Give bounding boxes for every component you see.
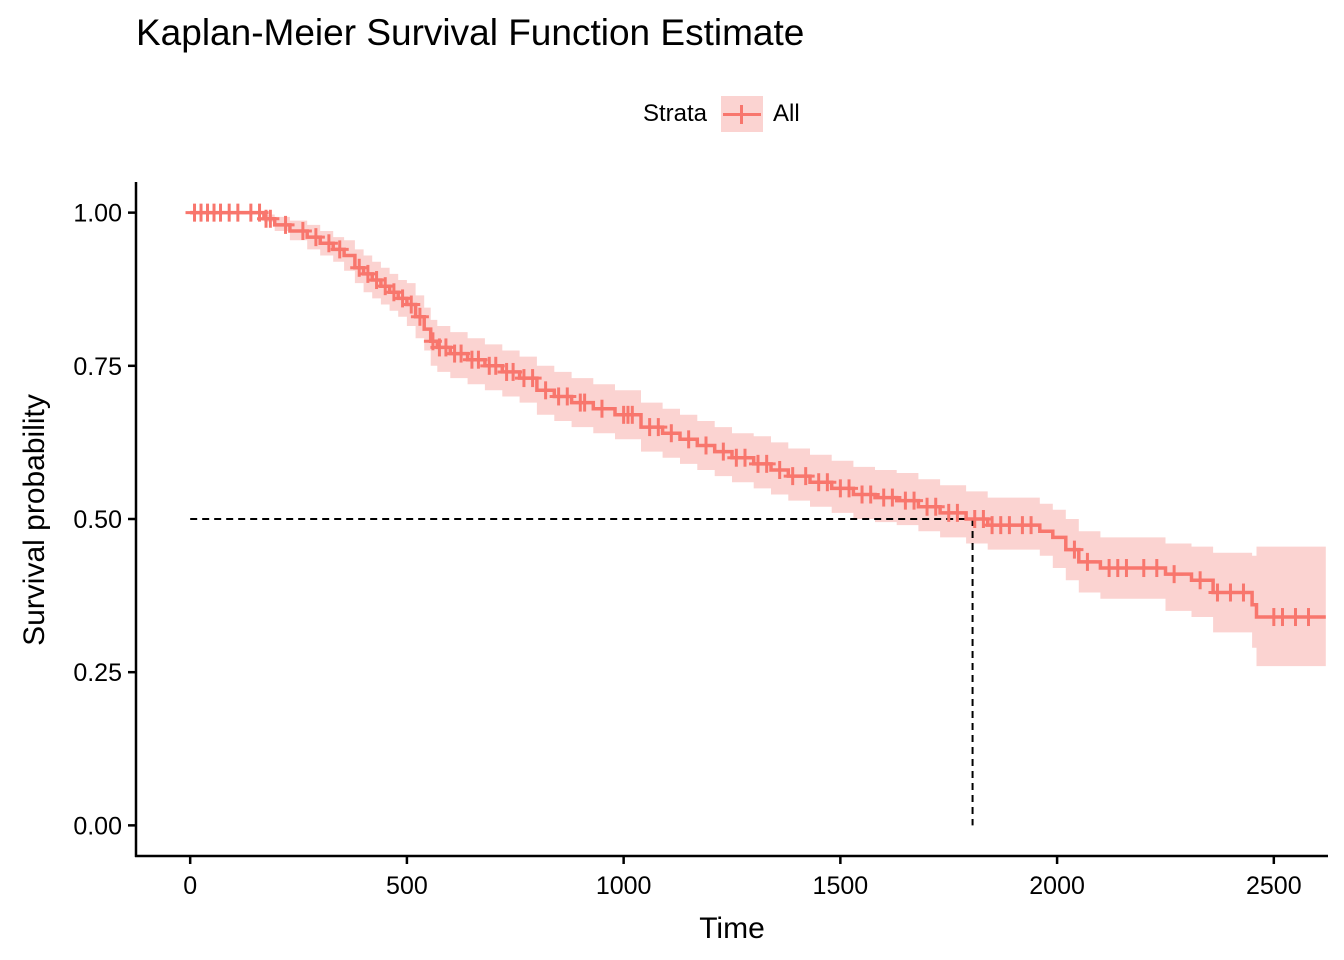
censor-mark (818, 473, 837, 492)
censor-mark (1117, 559, 1136, 578)
censor-mark (469, 350, 488, 369)
censor-mark (679, 430, 698, 449)
censor-mark (1299, 608, 1318, 627)
censor-mark (1191, 571, 1210, 590)
censor-mark (592, 399, 611, 418)
censor-mark (926, 497, 945, 516)
censor-mark (883, 488, 902, 507)
censor-mark (1147, 559, 1166, 578)
confidence-band (190, 212, 1326, 667)
censor-mark (523, 369, 542, 388)
y-axis-label: Survival probability (18, 394, 51, 646)
censor-mark (796, 467, 815, 486)
censor-mark (714, 442, 733, 461)
censor-mark (1165, 565, 1184, 584)
censor-mark (452, 344, 471, 363)
censor-mark (558, 387, 577, 406)
censor-mark (770, 460, 789, 479)
legend: Strata All (643, 96, 800, 132)
censor-mark (276, 215, 295, 234)
censor-mark (261, 209, 280, 228)
censor-mark (293, 222, 312, 241)
censor-mark (306, 228, 325, 247)
censor-mark (575, 393, 594, 412)
x-tick-label: 0 (183, 872, 197, 900)
censor-mark (410, 307, 429, 326)
censor-mark (649, 418, 668, 437)
x-axis-label: Time (699, 912, 765, 945)
censor-mark (905, 491, 924, 510)
y-tick-label: 1.00 (73, 200, 122, 228)
censor-mark (504, 362, 523, 381)
censor-mark (623, 405, 642, 424)
legend-label-all: All (773, 100, 800, 127)
censor-mark (1078, 552, 1097, 571)
legend-title: Strata (643, 100, 708, 127)
x-tick-label: 1000 (596, 872, 652, 900)
chart-title: Kaplan-Meier Survival Function Estimate (136, 12, 805, 53)
censor-mark (1022, 516, 1041, 535)
censor-mark (757, 454, 776, 473)
censor-mark (840, 479, 859, 498)
censor-mark (402, 295, 421, 314)
x-tick-label: 2000 (1029, 872, 1085, 900)
censor-mark (696, 436, 715, 455)
censor-mark (948, 503, 967, 522)
x-tick-label: 500 (386, 872, 428, 900)
x-tick-label: 2500 (1246, 872, 1302, 900)
y-tick-label: 0.25 (73, 659, 122, 687)
censor-mark (536, 381, 555, 400)
legend-key-all (721, 96, 764, 132)
y-tick-label: 0.00 (73, 812, 122, 840)
censor-mark (662, 424, 681, 443)
y-tick-label: 0.75 (73, 353, 122, 381)
censor-mark (1065, 540, 1084, 559)
censor-mark (1234, 583, 1253, 602)
censor-mark (319, 234, 338, 253)
censor-mark (861, 485, 880, 504)
censor-mark (736, 448, 755, 467)
censor-mark (330, 240, 349, 259)
y-tick-label: 0.50 (73, 506, 122, 534)
x-tick-label: 1500 (813, 872, 869, 900)
censor-mark (486, 356, 505, 375)
